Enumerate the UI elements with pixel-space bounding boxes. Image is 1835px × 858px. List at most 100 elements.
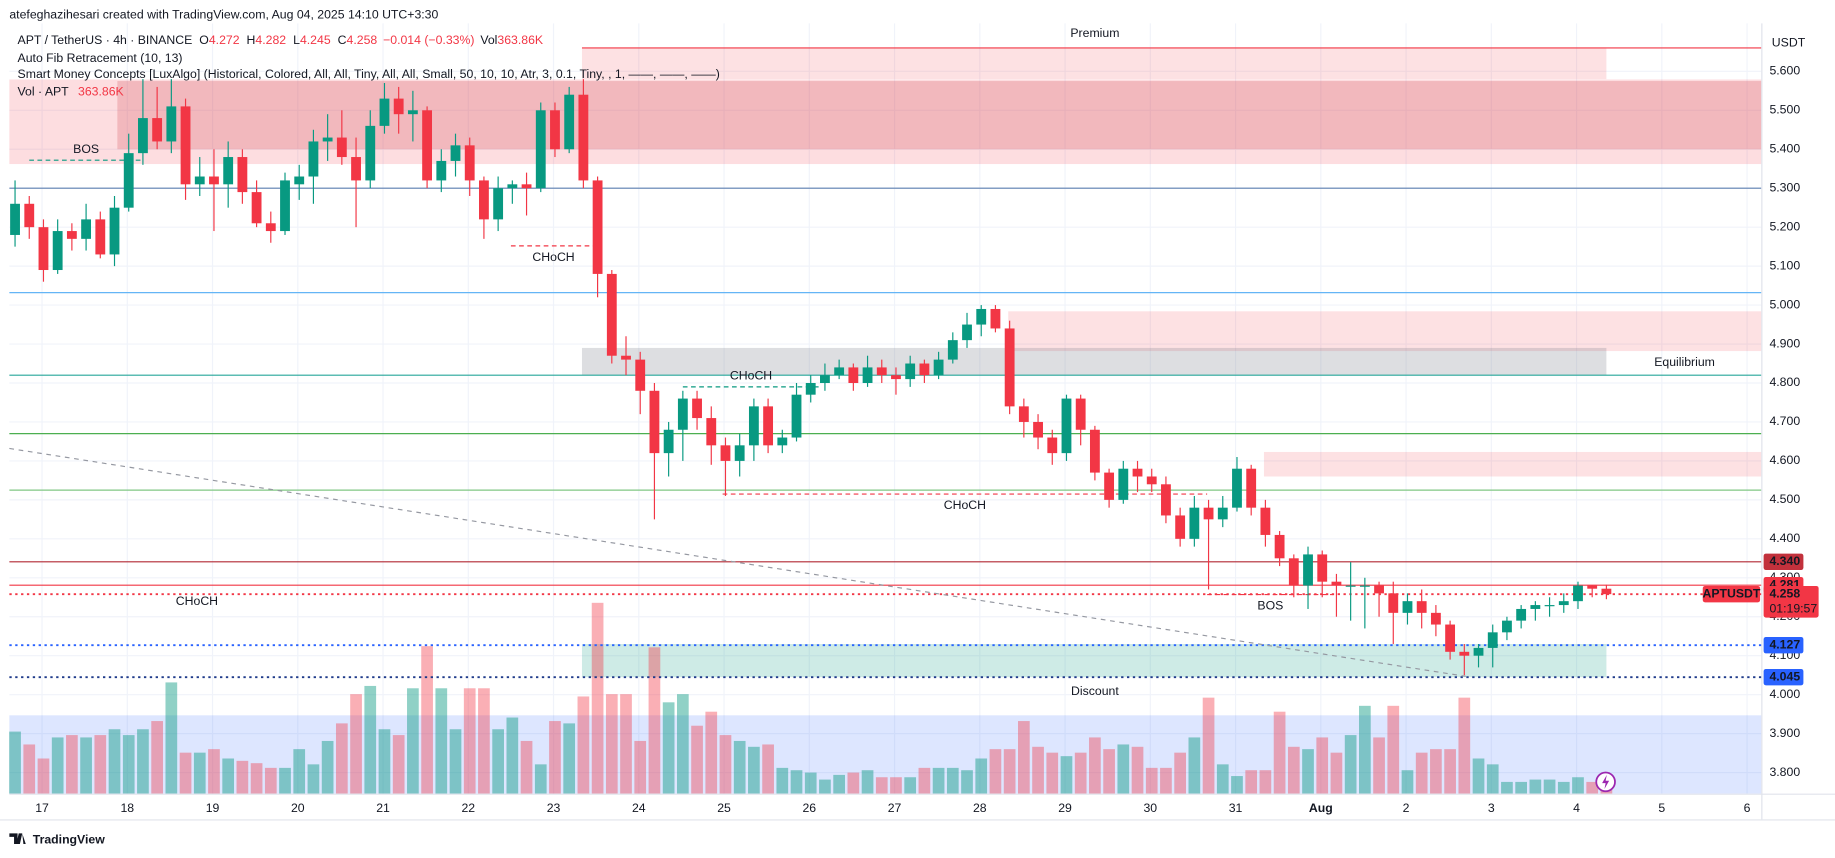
candle-body — [507, 184, 518, 189]
structure-label: CHoCH — [176, 594, 218, 608]
candle-body — [336, 137, 347, 158]
y-tick-label: 4.400 — [1769, 531, 1800, 545]
volume-bar — [762, 744, 774, 794]
y-tick-label: 5.300 — [1769, 180, 1800, 194]
symbol-tag — [1702, 585, 1761, 603]
candle-body — [237, 157, 248, 193]
volume-bar — [1302, 749, 1314, 794]
candle-body — [1601, 588, 1612, 595]
ohlc-value: 4.245 — [300, 33, 331, 47]
candle-body — [1203, 507, 1214, 520]
volume-bar — [392, 735, 405, 794]
structure-label: BOS — [1257, 598, 1283, 612]
volume-bar — [1074, 752, 1087, 794]
ohlc-key: H — [247, 33, 256, 47]
volume-bar — [804, 772, 817, 794]
candle-body — [848, 367, 859, 383]
x-tick-label: Aug — [1309, 801, 1333, 815]
volume-bar — [80, 737, 92, 794]
candle-body — [10, 203, 20, 235]
volume-bar — [946, 767, 959, 794]
x-tick-label: 28 — [973, 801, 987, 815]
candle-body — [1402, 601, 1413, 613]
volume-bar — [435, 688, 448, 794]
ohlc-key: C — [338, 33, 347, 47]
candle-body — [535, 110, 546, 189]
volume-bar — [748, 746, 760, 794]
x-tick-label: 18 — [120, 801, 134, 815]
volume-bar — [449, 729, 462, 794]
overlay: 5.600 5.500 5.400 5.300 5.200 5.100 5.000 4.900… — [35, 64, 1819, 815]
candle-body — [95, 219, 106, 255]
y-tick-label: 4.900 — [1769, 336, 1800, 350]
candle-body — [933, 359, 944, 376]
volume-bar — [1472, 758, 1485, 794]
volume-bar — [1245, 770, 1258, 794]
volume-bar — [1003, 749, 1016, 794]
candle-body — [1473, 647, 1484, 656]
volume-bar — [989, 749, 1002, 794]
candle-body — [521, 184, 532, 189]
candle-body — [66, 231, 77, 239]
volume-bar — [1188, 737, 1201, 794]
volume-bar — [1202, 697, 1215, 794]
zone — [581, 47, 1607, 80]
candle-body — [393, 98, 404, 115]
zone-label: Premium — [1070, 26, 1119, 40]
volume-bar — [165, 682, 178, 794]
alert-bolt — [1602, 774, 1610, 789]
candle-body — [947, 340, 958, 360]
zone-label: Equilibrium — [1654, 355, 1715, 369]
price-tag-label: 4.045 — [1769, 669, 1800, 683]
candle-body — [1260, 507, 1271, 535]
y-tick-label: 5.500 — [1769, 103, 1800, 117]
volume-bar — [478, 688, 490, 794]
vol-value: 363.86K — [497, 33, 544, 47]
candle-body — [720, 445, 731, 461]
zone — [1263, 451, 1762, 477]
y-tick-label: 5.000 — [1769, 297, 1800, 311]
plot-area: BOS CHoCH CHoCH CHoCH BOS CHoCH Premium Equilib… — [9, 23, 1762, 794]
candle-body — [962, 324, 972, 341]
volume-bar — [847, 772, 860, 794]
volume-bar — [605, 694, 618, 794]
candle-body — [734, 445, 745, 461]
volume-bar — [1415, 752, 1428, 794]
candle-body — [1246, 468, 1257, 508]
candle-body — [919, 363, 930, 376]
candle-body — [1189, 507, 1200, 539]
volume-bar — [407, 688, 419, 794]
candle-body — [1033, 421, 1043, 438]
volume-bar — [1316, 737, 1329, 794]
volume-bar — [1216, 764, 1229, 794]
volume-bar — [534, 764, 547, 794]
candle-body — [322, 137, 333, 142]
candle-body — [1047, 437, 1058, 454]
volume-bar — [1501, 781, 1513, 794]
candle-body — [1388, 593, 1399, 613]
zone — [9, 79, 1762, 165]
volume-bar — [819, 779, 831, 794]
y-tick-label: 4.800 — [1769, 375, 1800, 389]
x-tick-label: 23 — [547, 801, 561, 815]
candle-body — [1175, 515, 1186, 539]
volume-bar — [51, 737, 64, 794]
candle-body — [1104, 472, 1115, 500]
x-tick-label: 19 — [206, 801, 220, 815]
symbol-legend: APT / TetherUS · 4h · BINANCE O4.272 H4.28… — [18, 33, 544, 47]
y-tick-label: 4.600 — [1769, 453, 1800, 467]
change: −0.014 (−0.33%) — [383, 33, 474, 47]
countdown: 01:19:57 — [1769, 602, 1817, 616]
volume-bar — [1046, 752, 1059, 794]
x-tick-label: 24 — [632, 801, 646, 815]
volume-bar — [875, 777, 888, 794]
volume-bar — [222, 758, 235, 794]
volume-bar — [506, 717, 519, 794]
candle-body — [1118, 468, 1129, 500]
volume-bar — [463, 688, 476, 794]
volume-bar — [250, 763, 263, 794]
candle-body — [308, 141, 319, 177]
volume-bar — [961, 770, 973, 794]
